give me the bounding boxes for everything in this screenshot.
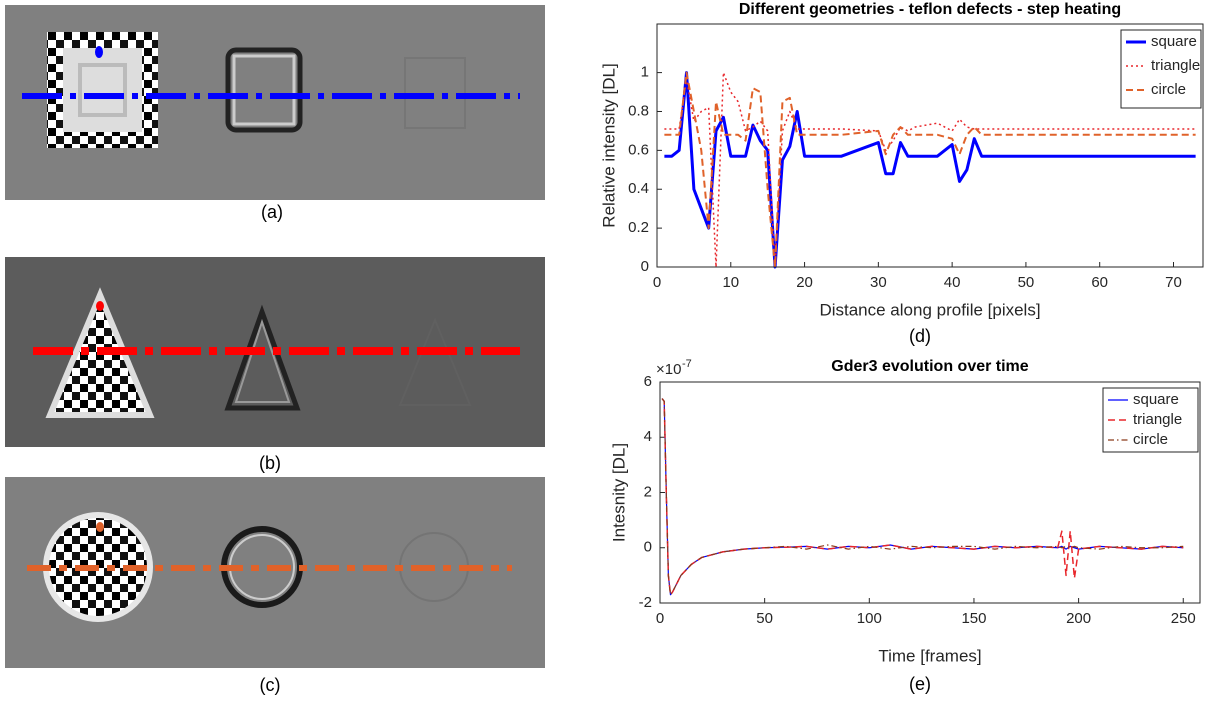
x-tick-label: 70 bbox=[1165, 274, 1182, 291]
legend-box bbox=[1102, 387, 1199, 453]
image-panel-a bbox=[5, 5, 545, 200]
chart-caption: (d) bbox=[909, 326, 931, 346]
x-tick-label: 200 bbox=[1066, 610, 1091, 627]
legend-label: triangle bbox=[1151, 57, 1200, 74]
y-tick-label: 0.4 bbox=[628, 180, 649, 197]
x-tick-label: 60 bbox=[1091, 274, 1108, 291]
legend-label: circle bbox=[1151, 81, 1186, 98]
x-axis-label: Distance along profile [pixels] bbox=[819, 300, 1040, 319]
y-tick-label: 0.2 bbox=[628, 219, 649, 236]
y-tick-label: -2 bbox=[639, 594, 652, 611]
image-panel-c bbox=[5, 477, 545, 668]
x-tick-label: 10 bbox=[722, 274, 739, 291]
y-tick-label: 6 bbox=[644, 373, 652, 390]
x-tick-label: 30 bbox=[870, 274, 887, 291]
y-tick-label: 0 bbox=[644, 539, 652, 556]
x-tick-label: 20 bbox=[796, 274, 813, 291]
y-tick-label: 0 bbox=[641, 258, 649, 275]
x-tick-label: 150 bbox=[961, 610, 986, 627]
panel-label: (c) bbox=[260, 675, 281, 695]
x-tick-label: 250 bbox=[1171, 610, 1196, 627]
legend-label: square bbox=[1151, 33, 1197, 50]
y-tick-label: 1 bbox=[641, 64, 649, 81]
axes-box bbox=[656, 23, 1204, 268]
legend-label: circle bbox=[1133, 431, 1168, 448]
x-tick-label: 50 bbox=[1018, 274, 1035, 291]
chart-title: Gder3 evolution over time bbox=[831, 358, 1028, 375]
legend-label: square bbox=[1133, 391, 1179, 408]
y-tick-label: 4 bbox=[644, 428, 652, 445]
x-tick-label: 0 bbox=[656, 610, 664, 627]
series-line bbox=[664, 71, 1196, 268]
x-tick-label: 0 bbox=[653, 274, 661, 291]
chart-title: Different geometries - teflon defects - … bbox=[739, 1, 1121, 18]
panel-label: (a) bbox=[261, 202, 283, 222]
x-tick-label: 40 bbox=[944, 274, 961, 291]
chart-caption: (e) bbox=[909, 674, 931, 694]
series-line bbox=[661, 398, 1184, 596]
x-axis-label: Time [frames] bbox=[878, 646, 981, 665]
y-tick-label: 2 bbox=[644, 483, 652, 500]
legend-label: triangle bbox=[1133, 411, 1182, 428]
y-axis-label: Intesnity [DL] bbox=[609, 443, 628, 542]
panel-label: (b) bbox=[259, 453, 281, 473]
x-tick-label: 100 bbox=[857, 610, 882, 627]
x-tick-label: 50 bbox=[756, 610, 773, 627]
image-panel-b bbox=[5, 257, 545, 447]
y-tick-label: 0.8 bbox=[628, 102, 649, 119]
y-scale-base: ×10 bbox=[656, 361, 681, 378]
y-tick-label: 0.6 bbox=[628, 141, 649, 158]
series-line bbox=[661, 398, 1184, 596]
y-scale-exponent: -7 bbox=[682, 358, 692, 370]
y-axis-label: Relative intensity [DL] bbox=[599, 63, 618, 227]
axes-box bbox=[659, 381, 1201, 604]
